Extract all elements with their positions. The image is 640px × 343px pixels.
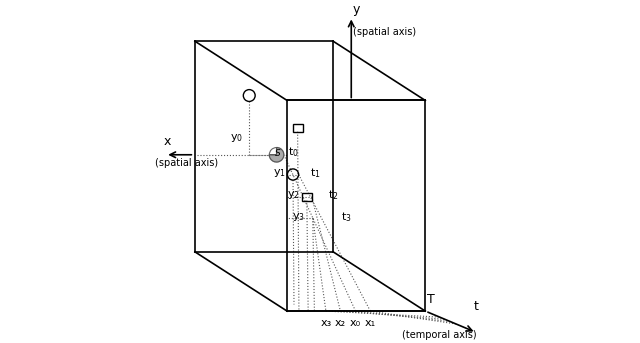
Text: t$_1$: t$_1$ — [310, 166, 321, 180]
Text: x₁: x₁ — [365, 318, 376, 328]
Text: y: y — [353, 3, 360, 16]
Text: x₀: x₀ — [350, 318, 361, 328]
Text: t$_0$: t$_0$ — [288, 145, 299, 159]
Text: y$_3$: y$_3$ — [292, 211, 305, 223]
Text: y$_0$: y$_0$ — [230, 132, 243, 144]
Text: (temporal axis): (temporal axis) — [402, 330, 476, 340]
Text: (spatial axis): (spatial axis) — [353, 27, 416, 37]
Bar — [292, 124, 303, 132]
Text: t$_2$: t$_2$ — [328, 188, 339, 202]
Wedge shape — [269, 147, 284, 162]
Text: t: t — [474, 300, 479, 313]
Text: T: T — [427, 293, 435, 306]
Text: x₂: x₂ — [335, 318, 346, 328]
Text: t$_3$: t$_3$ — [340, 210, 351, 224]
Text: (spatial axis): (spatial axis) — [156, 158, 219, 168]
Text: S: S — [275, 149, 280, 158]
Text: y$_1$: y$_1$ — [273, 167, 286, 179]
Text: x: x — [163, 135, 171, 148]
Text: x₃: x₃ — [320, 318, 332, 328]
Text: y$_2$: y$_2$ — [287, 189, 300, 201]
Bar — [302, 193, 312, 201]
